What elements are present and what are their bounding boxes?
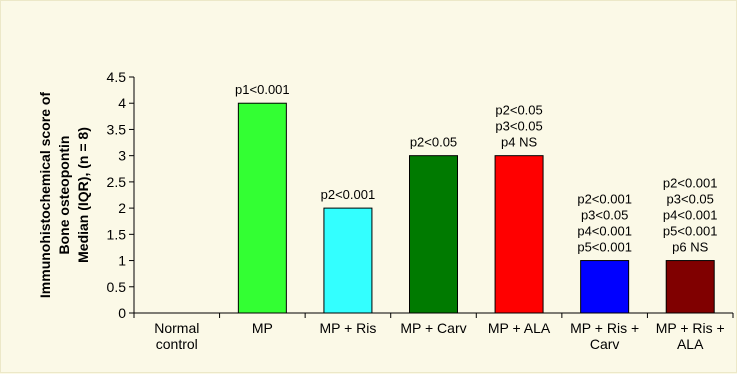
bar (237, 102, 287, 314)
bar-annotation: p2<0.05 (410, 135, 457, 150)
x-tick-label: MP + Ris (319, 320, 376, 336)
y-axis-label-line: Bone osteopontin (56, 136, 72, 255)
bar-annotation: p2<0.05 (495, 103, 542, 118)
x-tick-label: ALA (677, 336, 704, 352)
bar (323, 207, 373, 314)
y-tick-label: 1 (118, 253, 126, 269)
bar-annotation: p2<0.001 (321, 187, 376, 202)
bar-annotation: p3<0.05 (581, 208, 628, 223)
y-tick-label: 3.5 (107, 121, 127, 137)
bar-annotation: p4 NS (501, 135, 537, 150)
bars (237, 102, 715, 314)
bar-annotation: p4<0.001 (577, 224, 632, 239)
y-tick-label: 2.5 (107, 174, 127, 190)
x-tick-label: Normal (154, 320, 199, 336)
y-tick-label: 4.5 (107, 69, 127, 85)
bar-annotation: p6 NS (672, 240, 708, 255)
y-axis-label: Immunohistochemical score of Bone osteopo… (37, 92, 91, 298)
bar-annotation: p5<0.001 (663, 224, 718, 239)
x-tick-label: Carv (590, 336, 620, 352)
bar (409, 155, 458, 314)
bar-annotation: p4<0.001 (663, 208, 718, 223)
y-tick-label: 0 (118, 305, 126, 321)
bar-annotation: p3<0.05 (495, 119, 542, 134)
x-tick-label: MP + Carv (400, 320, 466, 336)
x-tick-label: MP + ALA (488, 320, 551, 336)
bar-annotation: p2<0.001 (577, 192, 632, 207)
bar (494, 155, 544, 314)
bar-annotation: p2<0.001 (663, 176, 718, 191)
y-tick-label: 3 (118, 148, 126, 164)
y-tick-label: 0.5 (107, 279, 127, 295)
bar-annotation: p3<0.05 (667, 192, 714, 207)
x-tick-label: MP + Ris + (656, 320, 725, 336)
bar-annotation: p1<0.001 (235, 82, 290, 97)
y-tick-label: 1.5 (107, 226, 127, 242)
bar (580, 260, 630, 314)
y-ticks: 0 0.5 1 1.5 2 2.5 3 3.5 4 4.5 (107, 69, 134, 321)
bar-annotation: p5<0.001 (577, 240, 632, 255)
y-axis-label-line: Median (IQR), (n = 8) (75, 127, 91, 263)
bar (665, 260, 715, 314)
y-tick-label: 4 (118, 95, 126, 111)
y-axis-label-line: Immunohistochemical score of (37, 92, 53, 298)
x-tick-label: control (156, 336, 198, 352)
annotations: p1<0.001p2<0.001p2<0.05p2<0.05p3<0.05p4 … (235, 82, 717, 254)
y-tick-label: 2 (118, 200, 126, 216)
x-tick-label: MP (252, 320, 273, 336)
x-tick-label: MP + Ris + (570, 320, 639, 336)
